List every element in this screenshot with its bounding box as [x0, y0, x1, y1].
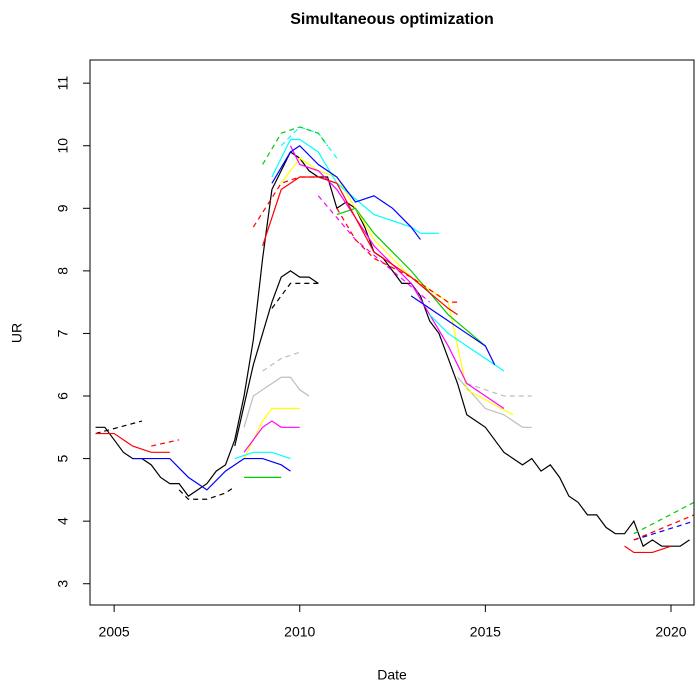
y-tick-label: 10: [55, 138, 71, 154]
series-line: [280, 157, 514, 416]
y-tick-label: 9: [55, 204, 71, 212]
series-line: [317, 195, 431, 303]
series-line: [243, 407, 300, 459]
series-line: [243, 376, 310, 428]
series-line: [410, 295, 496, 365]
series-line: [95, 420, 143, 435]
series-line: [336, 207, 486, 347]
y-tick-label: 11: [55, 76, 71, 91]
series-line: [633, 520, 694, 541]
series-line: [429, 314, 505, 372]
series-line: [132, 457, 291, 491]
series-line: [234, 451, 291, 460]
series-line: [466, 382, 532, 397]
series-line: [234, 270, 319, 447]
series-line: [457, 376, 532, 428]
x-tick-label: 2020: [655, 624, 686, 640]
y-tick-label: 3: [55, 580, 71, 588]
series-line: [95, 432, 170, 453]
series-line: [243, 420, 300, 453]
series-line: [95, 151, 690, 548]
x-axis-title: Date: [377, 667, 407, 683]
series-line: [262, 126, 329, 165]
y-axis-title: UR: [9, 323, 25, 343]
x-tick-label: 2015: [470, 624, 501, 640]
plot-lines: [95, 126, 694, 554]
series-line: [271, 282, 319, 309]
y-tick-label: 5: [55, 454, 71, 462]
y-tick-label: 6: [55, 392, 71, 400]
series-line: [633, 514, 694, 541]
series-line: [624, 545, 672, 554]
series-line: [336, 207, 458, 303]
series-line: [252, 176, 319, 228]
chart-title: Simultaneous optimization: [290, 11, 494, 28]
series-line: [178, 486, 236, 500]
series-line: [271, 138, 439, 234]
x-tick-label: 2005: [99, 624, 130, 640]
series-line: [262, 351, 300, 372]
series-line: [271, 144, 421, 240]
series-line: [633, 501, 694, 535]
y-tick-label: 4: [55, 517, 71, 525]
y-tick-label: 8: [55, 267, 71, 275]
y-tick-label: 7: [55, 329, 71, 337]
series-line: [151, 439, 180, 447]
x-tick-label: 2010: [284, 624, 315, 640]
series-line: [262, 176, 458, 316]
